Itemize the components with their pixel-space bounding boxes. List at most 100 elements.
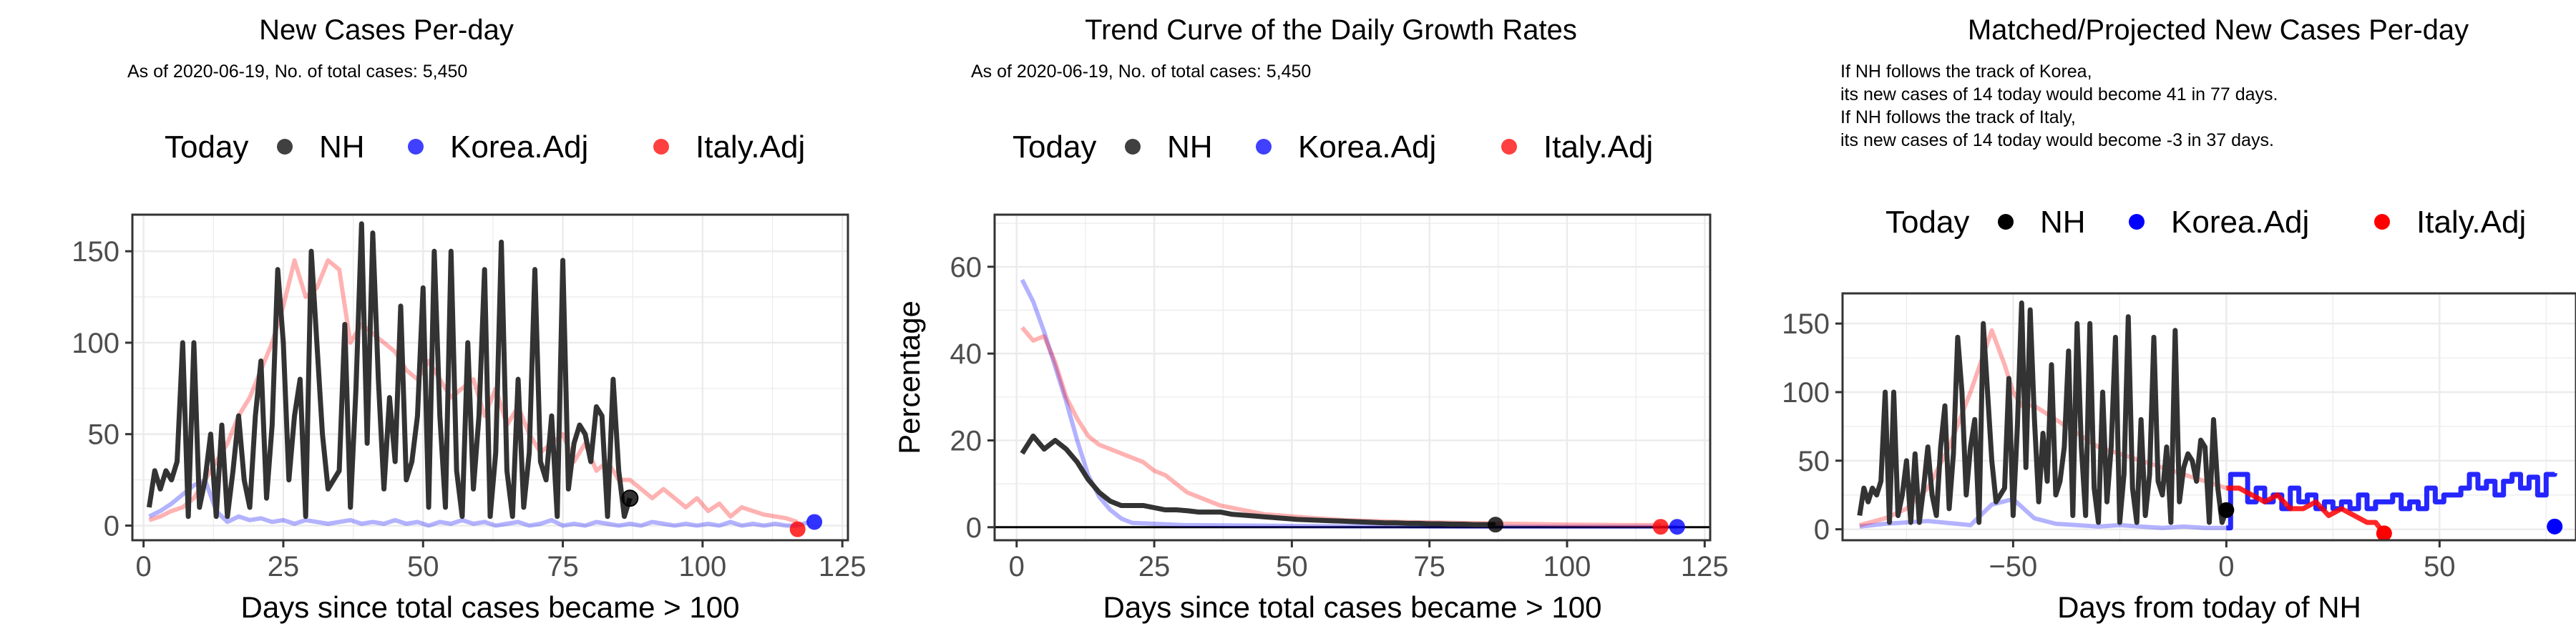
x-tick-label: 125 bbox=[819, 551, 867, 582]
chart-2: Trend Curve of the Daily Growth Rates As … bbox=[892, 14, 1729, 624]
y-tick-label: 100 bbox=[1782, 377, 1830, 409]
legend-label: NH bbox=[2040, 205, 2086, 240]
today-point-nh bbox=[621, 489, 639, 507]
x-tick-label: 0 bbox=[2218, 551, 2234, 582]
today-point-korea-adj bbox=[806, 514, 823, 530]
x-tick-label: 100 bbox=[1543, 551, 1591, 582]
today-points bbox=[2218, 502, 2563, 542]
legend-key bbox=[1256, 139, 1272, 155]
y-tick-label: 150 bbox=[1782, 308, 1830, 340]
x-tick-label: 75 bbox=[547, 551, 579, 582]
series-lines bbox=[1020, 278, 1677, 530]
legend-key bbox=[2374, 214, 2390, 230]
chart-title: Trend Curve of the Daily Growth Rates bbox=[1085, 14, 1577, 46]
series-lines bbox=[146, 221, 810, 528]
x-axis-label: Days since total cases became > 100 bbox=[241, 590, 740, 624]
legend-key bbox=[277, 139, 293, 155]
x-tick-label: 0 bbox=[136, 551, 152, 582]
x-tick-label: 100 bbox=[679, 551, 727, 582]
legend-key bbox=[2129, 214, 2145, 230]
series-line-korea-adj-history bbox=[1859, 497, 2227, 530]
chart-subtitle-line: its new cases of 14 today would become -… bbox=[1840, 130, 2274, 150]
series-line-nh bbox=[1857, 300, 2229, 525]
y-tick-label: 150 bbox=[72, 236, 119, 268]
y-tick-label: 50 bbox=[88, 419, 120, 451]
series-line-italy-adj-projection bbox=[2226, 485, 2386, 535]
legend-label: Italy.Adj bbox=[1543, 130, 1653, 165]
chart-subtitle-line: As of 2020-06-19, No. of total cases: 5,… bbox=[127, 62, 467, 82]
x-axis-label: Days since total cases became > 100 bbox=[1103, 590, 1602, 624]
chart-title: New Cases Per-day bbox=[259, 14, 514, 46]
chart-subtitle-line: If NH follows the track of Italy, bbox=[1840, 107, 2076, 127]
legend-label: Korea.Adj bbox=[2171, 205, 2309, 240]
legend: Today NH Korea.Adj Italy.Adj bbox=[1013, 130, 1653, 165]
series-line-korea-adj bbox=[148, 477, 810, 528]
legend-key bbox=[1501, 139, 1517, 155]
y-tick-label: 60 bbox=[950, 252, 982, 283]
gridlines bbox=[995, 215, 1710, 540]
y-tick-label: 0 bbox=[1814, 514, 1830, 546]
series-line-nh bbox=[1020, 433, 1496, 527]
legend-label: NH bbox=[1167, 130, 1213, 165]
today-point-korea-adj bbox=[1669, 519, 1685, 535]
plot-panel bbox=[993, 213, 1712, 542]
legend-key bbox=[653, 139, 669, 155]
today-point-nh bbox=[1488, 517, 1503, 533]
x-tick-label: 50 bbox=[407, 551, 439, 582]
today-point-italy-adj bbox=[2376, 525, 2392, 542]
legend-key bbox=[408, 139, 424, 155]
today-point-italy-adj bbox=[1652, 519, 1669, 535]
panel-border bbox=[1841, 292, 2576, 542]
legend: Today NH Korea.Adj Italy.Adj bbox=[1885, 205, 2526, 240]
panel-border bbox=[993, 213, 1712, 542]
x-tick-label: −50 bbox=[1989, 551, 2037, 582]
axis-ticks: 0 25 50 75 100 125 0 50 100 150 bbox=[72, 236, 866, 582]
legend-label: Italy.Adj bbox=[696, 130, 805, 165]
x-tick-label: 50 bbox=[1276, 551, 1308, 582]
panel-background bbox=[995, 215, 1710, 540]
chart-subtitle-line: As of 2020-06-19, No. of total cases: 5,… bbox=[971, 62, 1311, 82]
y-axis-label: Percentage bbox=[892, 301, 926, 454]
series-lines bbox=[1857, 300, 2557, 535]
chart-subtitle-line: its new cases of 14 today would become 4… bbox=[1840, 84, 2278, 104]
legend-label: Korea.Adj bbox=[1298, 130, 1436, 165]
plot-panel bbox=[131, 213, 849, 542]
x-tick-label: 75 bbox=[1413, 551, 1445, 582]
x-tick-label: 0 bbox=[1009, 551, 1025, 582]
chart-title: Matched/Projected New Cases Per-day bbox=[1968, 14, 2469, 46]
legend-label: NH bbox=[319, 130, 365, 165]
x-tick-label: 25 bbox=[268, 551, 300, 582]
x-tick-label: 50 bbox=[2424, 551, 2456, 582]
y-tick-label: 50 bbox=[1798, 446, 1830, 477]
today-points bbox=[1488, 517, 1685, 535]
series-line-nh bbox=[146, 221, 633, 519]
legend-label: Korea.Adj bbox=[450, 130, 588, 165]
legend-key bbox=[1125, 139, 1141, 155]
y-tick-label: 20 bbox=[950, 425, 982, 457]
axis-ticks: 0 25 50 75 100 125 0 20 40 60 bbox=[950, 252, 1729, 582]
legend-title: Today bbox=[1013, 130, 1096, 165]
legend: Today NH Korea.Adj Italy.Adj bbox=[165, 130, 805, 165]
y-tick-label: 0 bbox=[104, 511, 119, 542]
chart-3: Matched/Projected New Cases Per-day If NH… bbox=[1782, 14, 2576, 624]
today-point-italy-adj bbox=[789, 521, 806, 537]
x-tick-label: 125 bbox=[1681, 551, 1729, 582]
legend-label: Italy.Adj bbox=[2416, 205, 2526, 240]
today-point-nh bbox=[2218, 502, 2235, 518]
chart-1: New Cases Per-day As of 2020-06-19, No. o… bbox=[72, 14, 866, 624]
x-tick-label: 25 bbox=[1138, 551, 1171, 582]
y-tick-label: 40 bbox=[950, 338, 982, 370]
legend-key bbox=[1998, 214, 2014, 230]
legend-title: Today bbox=[1885, 205, 1969, 240]
axis-ticks: −50 0 50 0 50 100 150 bbox=[1782, 308, 2455, 582]
y-tick-label: 100 bbox=[72, 328, 119, 359]
today-points bbox=[621, 489, 823, 537]
plot-panel bbox=[1841, 292, 2576, 542]
chart-subtitle-line: If NH follows the track of Korea, bbox=[1840, 62, 2092, 82]
x-axis-label: Days from today of NH bbox=[2057, 590, 2361, 624]
panel-border bbox=[131, 213, 849, 542]
y-tick-label: 0 bbox=[966, 512, 982, 544]
today-point-korea-adj bbox=[2547, 518, 2563, 535]
